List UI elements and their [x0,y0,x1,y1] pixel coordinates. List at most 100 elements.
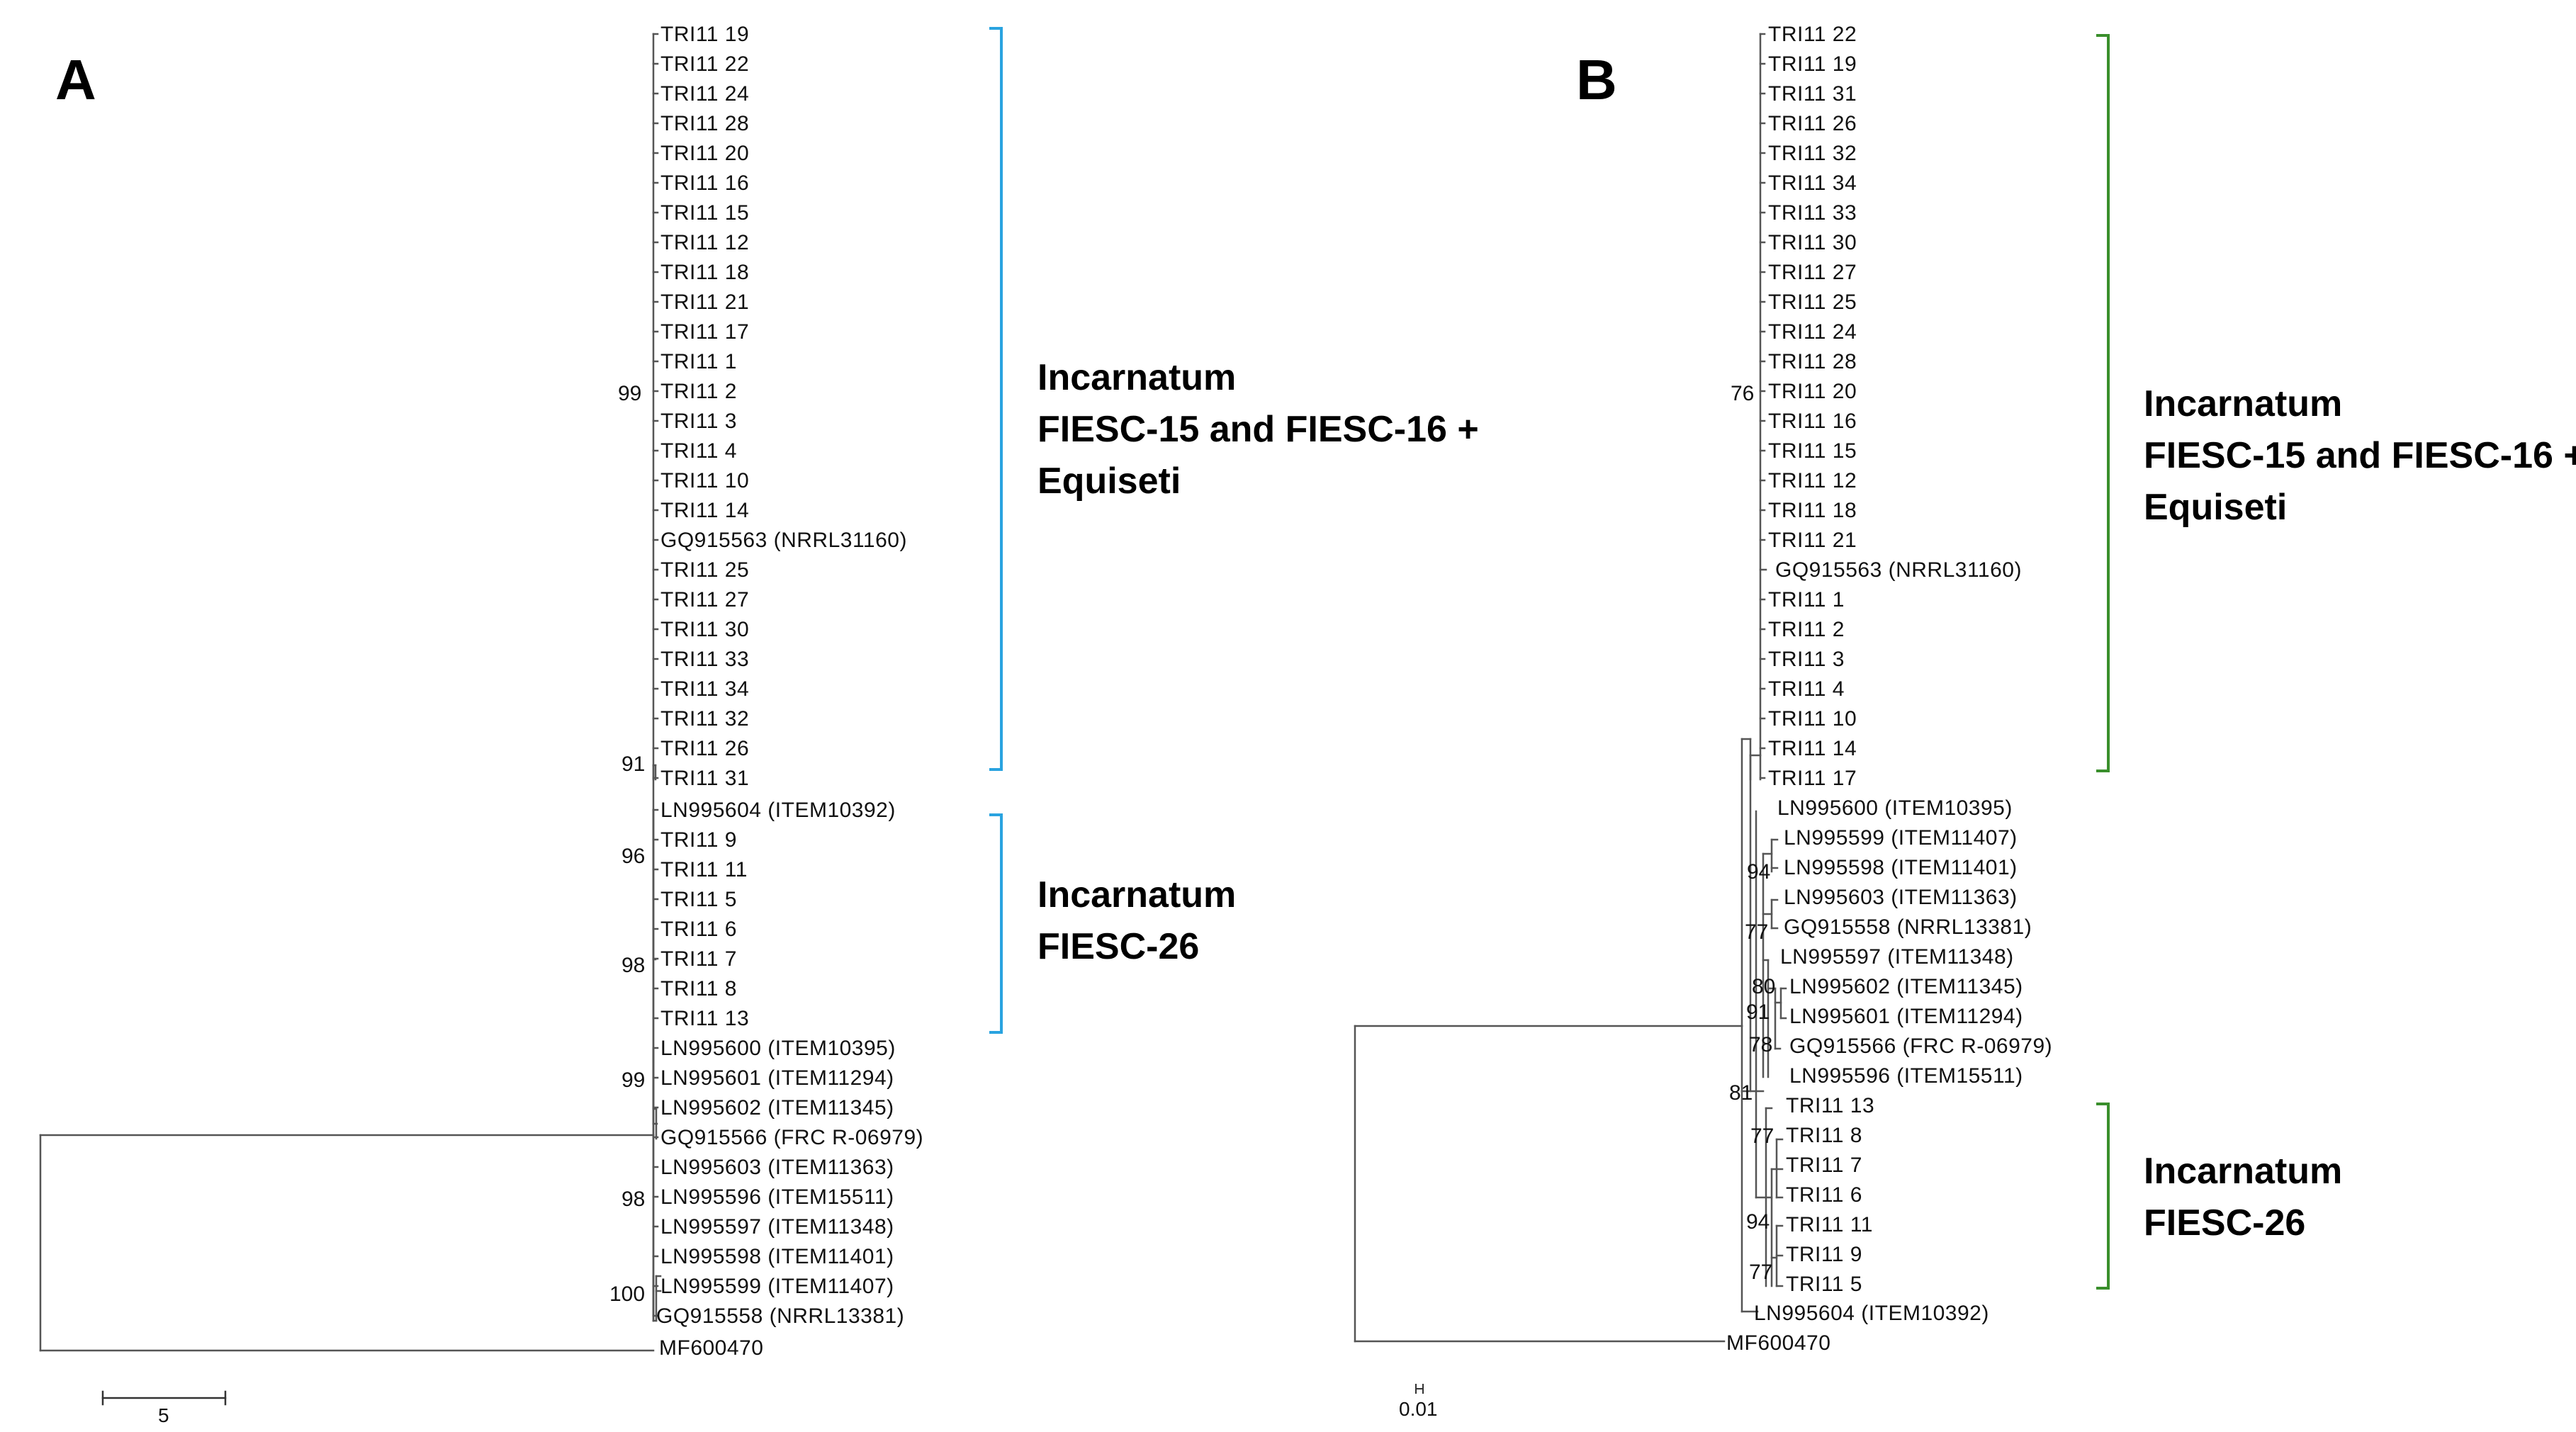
leaf-label: TRI11 15 [660,201,749,225]
leaf-label: TRI11 10 [660,469,749,492]
panel-a-clade-bracket-2 [989,813,1003,1034]
bootstrap-value: 77 [1745,920,1768,944]
panel-a-tree-branches [39,764,662,1352]
leaf-label: LN995599 (ITEM11407) [1784,826,2018,850]
leaf-label: TRI11 3 [1768,648,1845,671]
leaf-label: TRI11 14 [660,499,749,522]
clade-label: FIESC-15 and FIESC-16 + [2144,435,2576,476]
clade-label: Equiseti [1037,461,1181,502]
leaf-label: TRI11 2 [660,380,737,403]
leaf-label: TRI11 4 [1768,677,1845,701]
leaf-label: TRI11 1 [660,350,737,373]
leaf-label: TRI11 21 [1768,529,1857,552]
leaf-label: GQ915566 (FRC R-06979) [660,1126,923,1149]
bootstrap-value: 98 [621,1188,645,1211]
leaf-label: LN995597 (ITEM11348) [660,1215,894,1239]
leaf-label: TRI11 32 [660,707,749,731]
leaf-label: TRI11 7 [1786,1154,1862,1177]
leaf-label: TRI11 14 [1768,737,1857,760]
leaf-label: LN995600 (ITEM10395) [660,1037,896,1060]
leaf-label: GQ915558 (NRRL13381) [1784,915,2032,939]
leaf-label: TRI11 6 [1786,1183,1862,1207]
panel-b-bootstrap-values: 76 94 77 80 91 78 81 77 94 77 [1729,382,1775,1284]
bootstrap-value: 81 [1729,1081,1753,1105]
leaf-label: MF600470 [659,1336,763,1360]
leaf-label: TRI11 12 [1768,469,1857,492]
leaf-label: TRI11 34 [660,677,749,701]
clade-label: FIESC-26 [1037,926,1199,967]
clade-label: Incarnatum [1037,357,1236,398]
leaf-label: TRI11 19 [660,23,749,46]
leaf-label: TRI11 16 [660,171,749,195]
leaf-label: TRI11 13 [660,1007,749,1030]
leaf-label: TRI11 30 [1768,231,1857,254]
leaf-label: TRI11 13 [1786,1094,1874,1117]
leaf-label: TRI11 4 [660,439,737,463]
bootstrap-value: 76 [1731,382,1754,405]
panel-a-label: A [55,48,96,111]
bootstrap-value: 96 [621,845,645,868]
scale-bar-label: 0.01 [1399,1398,1438,1420]
leaf-label: TRI11 28 [660,112,749,135]
leaf-label: TRI11 7 [660,947,737,971]
leaf-label: TRI11 27 [1768,261,1857,284]
leaf-label: TRI11 27 [660,588,749,611]
leaf-label: LN995598 (ITEM11401) [1784,856,2018,879]
bootstrap-value: 91 [1746,1000,1770,1024]
leaf-label: TRI11 33 [660,648,749,671]
bootstrap-value: 91 [621,752,645,776]
leaf-label: LN995603 (ITEM11363) [1784,886,2018,909]
leaf-label: TRI11 3 [660,410,737,433]
clade-label: Incarnatum [2144,1151,2342,1192]
leaf-label: GQ915558 (NRRL13381) [656,1304,904,1328]
bootstrap-value: 94 [1746,1210,1770,1234]
bootstrap-value: 77 [1750,1124,1774,1148]
leaf-label: TRI11 20 [1768,380,1857,403]
leaf-label: TRI11 2 [1768,618,1845,641]
leaf-label: TRI11 11 [1786,1213,1873,1236]
leaf-label: TRI11 11 [660,858,748,881]
leaf-label: TRI11 21 [660,291,749,314]
panel-b-label: B [1576,48,1617,111]
leaf-label: TRI11 9 [1786,1243,1862,1266]
bootstrap-value: 99 [618,382,641,405]
leaf-label: TRI11 15 [1768,439,1857,463]
leaf-label: TRI11 5 [660,888,737,911]
leaf-label: TRI11 5 [1786,1273,1862,1296]
bootstrap-value: 78 [1749,1033,1772,1056]
leaf-label: LN995602 (ITEM11345) [1789,975,2023,998]
leaf-label: GQ915563 (NRRL31160) [660,529,907,552]
leaf-label: LN995600 (ITEM10395) [1777,796,2013,820]
leaf-label: LN995601 (ITEM11294) [1789,1005,2023,1028]
leaf-label: TRI11 34 [1768,171,1857,195]
leaf-label: TRI11 24 [660,82,749,106]
panel-a-bootstrap-values: 99 91 96 98 99 98 100 [609,382,645,1306]
leaf-label: TRI11 26 [660,737,749,760]
leaf-label: TRI11 32 [1768,142,1857,165]
leaf-label: TRI11 26 [1768,112,1857,135]
leaf-label: LN995596 (ITEM15511) [1789,1064,2023,1088]
leaf-label: TRI11 31 [1768,82,1857,106]
leaf-label: TRI11 17 [1768,767,1857,790]
scale-bar-label: 5 [158,1404,169,1426]
clade-label: Incarnatum [1037,874,1236,915]
leaf-label: TRI11 17 [660,320,749,344]
panel-a-clade-bracket-1 [989,27,1003,771]
leaf-label: TRI11 33 [1768,201,1857,225]
bootstrap-value: 98 [621,954,645,977]
leaf-label: TRI11 25 [1768,291,1857,314]
clade-label: FIESC-26 [2144,1202,2305,1244]
leaf-label: GQ915563 (NRRL31160) [1775,558,2022,582]
leaf-label: TRI11 28 [1768,350,1857,373]
panel-a-leaf-ticks [652,33,659,1317]
panel-a-scale-bar [101,1390,227,1406]
leaf-label: TRI11 30 [660,618,749,641]
leaf-label: TRI11 18 [660,261,749,284]
leaf-label: TRI11 24 [1768,320,1857,344]
panel-b-tree-branches [1354,738,1782,1343]
leaf-label: LN995601 (ITEM11294) [660,1066,894,1090]
leaf-label: LN995604 (ITEM10392) [1754,1302,1989,1325]
leaf-label: TRI11 10 [1768,707,1857,731]
leaf-label: LN995604 (ITEM10392) [660,799,896,822]
leaf-label: TRI11 25 [660,558,749,582]
